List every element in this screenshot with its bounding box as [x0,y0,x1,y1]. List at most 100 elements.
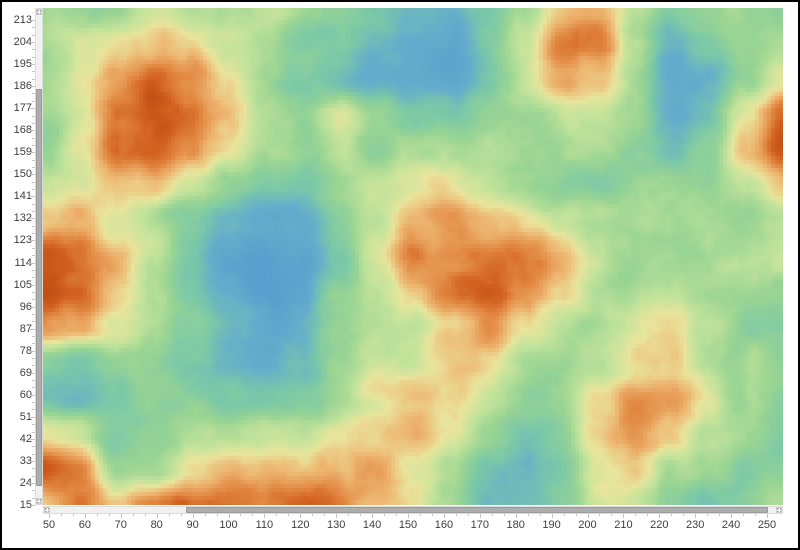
x-minor-tick-mark [360,514,362,516]
x-minor-tick-mark [743,514,745,516]
y-minor-tick-mark [32,497,35,499]
x-tick-mark [443,514,445,518]
x-tick-mark [515,514,517,518]
y-tick-label: 141 [13,190,32,203]
x-minor-tick-mark [60,514,62,516]
y-minor-tick-mark [32,159,35,161]
y-tick-mark [29,86,35,88]
y-tick-label: 213 [13,14,32,26]
x-tick-label: 130 [327,519,346,531]
y-tick-label: 60 [19,388,32,401]
y-tick-mark [29,416,35,418]
y-minor-tick-mark [32,277,35,279]
x-minor-tick-mark [348,514,350,516]
x-tick-mark [300,514,302,518]
x-minor-tick-mark [755,514,757,516]
y-tick-label: 123 [13,234,32,247]
x-tick-mark [192,514,194,518]
x-tick-mark [695,514,697,518]
y-minor-tick-mark [32,144,35,146]
y-minor-tick-mark [32,233,35,235]
x-tick-label: 190 [542,519,561,531]
y-minor-tick-mark [32,380,35,382]
y-tick-label: 87 [19,322,32,335]
y-minor-tick-mark [32,424,35,426]
y-tick-mark [29,240,35,242]
y-tick-label: 96 [19,300,32,313]
y-tick-mark [29,306,35,308]
y-tick-mark [29,505,35,506]
y-minor-tick-mark [32,402,35,404]
x-minor-tick-mark [180,514,182,516]
x-tick-mark [623,514,625,518]
x-tick-mark [156,514,158,518]
vertical-axis-scrollbar[interactable] [35,8,43,505]
y-minor-tick-mark [32,358,35,360]
x-tick-label: 70 [114,519,127,531]
y-tick-mark [29,460,35,462]
heatmap-canvas[interactable] [43,8,783,505]
y-minor-tick-mark [32,56,35,58]
y-tick-mark [29,482,35,484]
y-minor-tick-mark [32,490,35,492]
y-tick-mark [29,328,35,330]
y-minor-tick-mark [32,335,35,337]
y-tick-label: 78 [19,344,32,357]
horizontal-scrollbar-right-grip[interactable] [776,507,782,513]
y-minor-tick-mark [32,247,35,249]
y-tick-label: 150 [13,168,32,181]
x-minor-tick-mark [324,514,326,516]
y-tick-label: 24 [19,476,32,489]
x-tick-label: 150 [398,519,418,531]
x-tick-mark [336,514,338,518]
x-minor-tick-mark [288,514,290,516]
y-minor-tick-mark [32,343,35,345]
y-minor-tick-mark [32,100,35,102]
x-tick-mark [408,514,409,518]
x-tick-mark [264,514,266,518]
vertical-scrollbar-top-grip[interactable] [36,9,42,15]
x-minor-tick-mark [252,514,254,516]
y-minor-tick-mark [32,34,35,36]
y-minor-tick-mark [32,291,35,293]
y-minor-tick-mark [32,137,35,139]
x-tick-mark [84,514,86,518]
vertical-scrollbar-thumb[interactable] [36,89,42,486]
x-tick-mark [372,514,374,518]
x-tick-label: 170 [470,519,489,531]
y-tick-label: 195 [13,58,32,71]
y-tick-label: 51 [19,410,32,423]
y-minor-tick-mark [32,468,35,470]
x-minor-tick-mark [396,514,398,516]
y-minor-tick-mark [32,475,35,477]
x-minor-tick-mark [204,514,206,516]
x-minor-tick-mark [611,514,613,516]
x-tick-mark [551,514,553,518]
y-tick-label: 15 [19,499,32,511]
y-tick-label: 42 [19,432,32,445]
y-tick-mark [29,284,35,286]
x-minor-tick-mark [72,514,74,516]
y-tick-mark [29,152,35,154]
y-tick-label: 33 [19,454,32,467]
y-tick-mark [29,372,35,374]
x-minor-tick-mark [575,514,577,516]
horizontal-scrollbar-thumb[interactable] [186,507,768,513]
y-tick-label: 105 [13,278,32,291]
x-tick-label: 50 [42,519,56,531]
horizontal-scrollbar-left-grip[interactable] [44,507,50,513]
y-tick-mark [29,174,35,176]
x-tick-label: 110 [255,519,274,531]
x-minor-tick-mark [707,514,709,516]
x-minor-tick-mark [419,514,421,516]
y-tick-label: 114 [14,256,32,269]
horizontal-axis-scrollbar[interactable] [43,506,783,514]
x-minor-tick-mark [599,514,601,516]
x-minor-tick-mark [503,514,505,516]
x-tick-label: 240 [721,519,741,531]
y-tick-label: 186 [13,80,32,93]
y-minor-tick-mark [32,93,35,95]
vertical-scrollbar-bottom-grip[interactable] [36,498,42,504]
x-minor-tick-mark [96,514,98,516]
